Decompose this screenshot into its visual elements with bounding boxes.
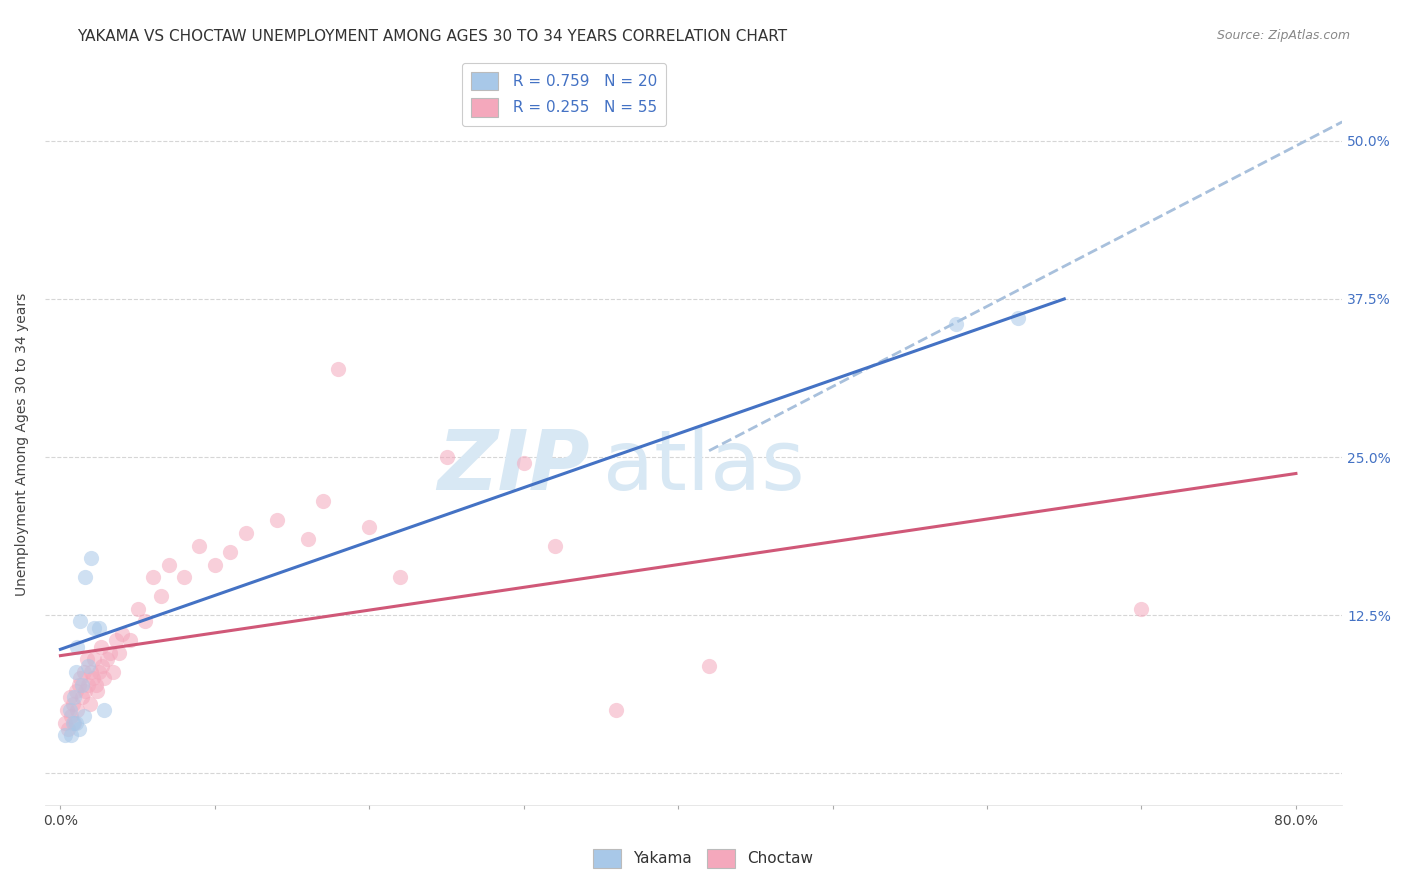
Point [86, 684, 108, 698]
Point [76, 652, 98, 666]
Legend: Yakama, Choctaw: Yakama, Choctaw [588, 843, 818, 873]
Point [945, 317, 967, 331]
Point [101, 665, 124, 679]
Point [67, 722, 90, 736]
Point [60, 709, 83, 723]
Point [118, 633, 141, 648]
Point [235, 525, 257, 540]
Point [69, 672, 91, 686]
Point [56, 722, 79, 736]
Point [53, 715, 76, 730]
Point [67, 678, 90, 692]
Point [512, 456, 534, 470]
Point [328, 361, 350, 376]
Point [96, 652, 118, 666]
Point [87, 621, 110, 635]
Point [91, 658, 114, 673]
Point [83, 621, 105, 635]
Point [82, 672, 104, 686]
Point [697, 658, 720, 673]
Point [173, 570, 195, 584]
Point [53, 728, 76, 742]
Point [69, 615, 91, 629]
Point [389, 570, 412, 584]
Point [66, 640, 89, 654]
Point [62, 715, 84, 730]
Point [66, 703, 89, 717]
Point [75, 570, 97, 584]
Point [55, 703, 77, 717]
Legend:  R = 0.759   N = 20,  R = 0.255   N = 55: R = 0.759 N = 20, R = 0.255 N = 55 [461, 62, 666, 126]
Point [98, 646, 121, 660]
Point [59, 703, 82, 717]
Point [149, 589, 172, 603]
Point [87, 665, 110, 679]
Point [90, 640, 112, 654]
Point [142, 570, 165, 584]
Point [65, 715, 87, 730]
Point [1130, 602, 1153, 616]
Point [127, 602, 149, 616]
Point [1007, 310, 1029, 325]
Point [60, 728, 83, 742]
Point [605, 703, 627, 717]
Point [65, 665, 87, 679]
Point [80, 665, 103, 679]
Y-axis label: Unemployment Among Ages 30 to 34 years: Unemployment Among Ages 30 to 34 years [15, 293, 30, 596]
Text: Source: ZipAtlas.com: Source: ZipAtlas.com [1216, 29, 1350, 42]
Point [72, 665, 94, 679]
Point [266, 513, 288, 527]
Point [62, 697, 84, 711]
Text: atlas: atlas [603, 425, 804, 507]
Point [312, 494, 335, 508]
Point [436, 450, 458, 464]
Text: YAKAMA VS CHOCTAW UNEMPLOYMENT AMONG AGES 30 TO 34 YEARS CORRELATION CHART: YAKAMA VS CHOCTAW UNEMPLOYMENT AMONG AGE… [77, 29, 787, 44]
Point [157, 558, 180, 572]
Point [59, 690, 82, 705]
Point [188, 539, 211, 553]
Point [84, 678, 107, 692]
Point [63, 690, 86, 705]
Point [65, 684, 87, 698]
Point [77, 658, 100, 673]
Point [111, 627, 134, 641]
Point [70, 678, 93, 692]
Point [70, 690, 93, 705]
Point [63, 715, 86, 730]
Point [80, 551, 103, 566]
Point [359, 519, 381, 533]
Point [93, 703, 115, 717]
Point [72, 709, 94, 723]
Point [93, 672, 115, 686]
Point [543, 539, 565, 553]
Point [134, 615, 156, 629]
Point [219, 545, 242, 559]
Point [108, 646, 131, 660]
Point [79, 697, 101, 711]
Point [204, 558, 226, 572]
Point [77, 678, 100, 692]
Text: ZIP: ZIP [437, 425, 591, 507]
Point [105, 633, 128, 648]
Point [297, 533, 319, 547]
Point [83, 652, 105, 666]
Point [75, 684, 97, 698]
